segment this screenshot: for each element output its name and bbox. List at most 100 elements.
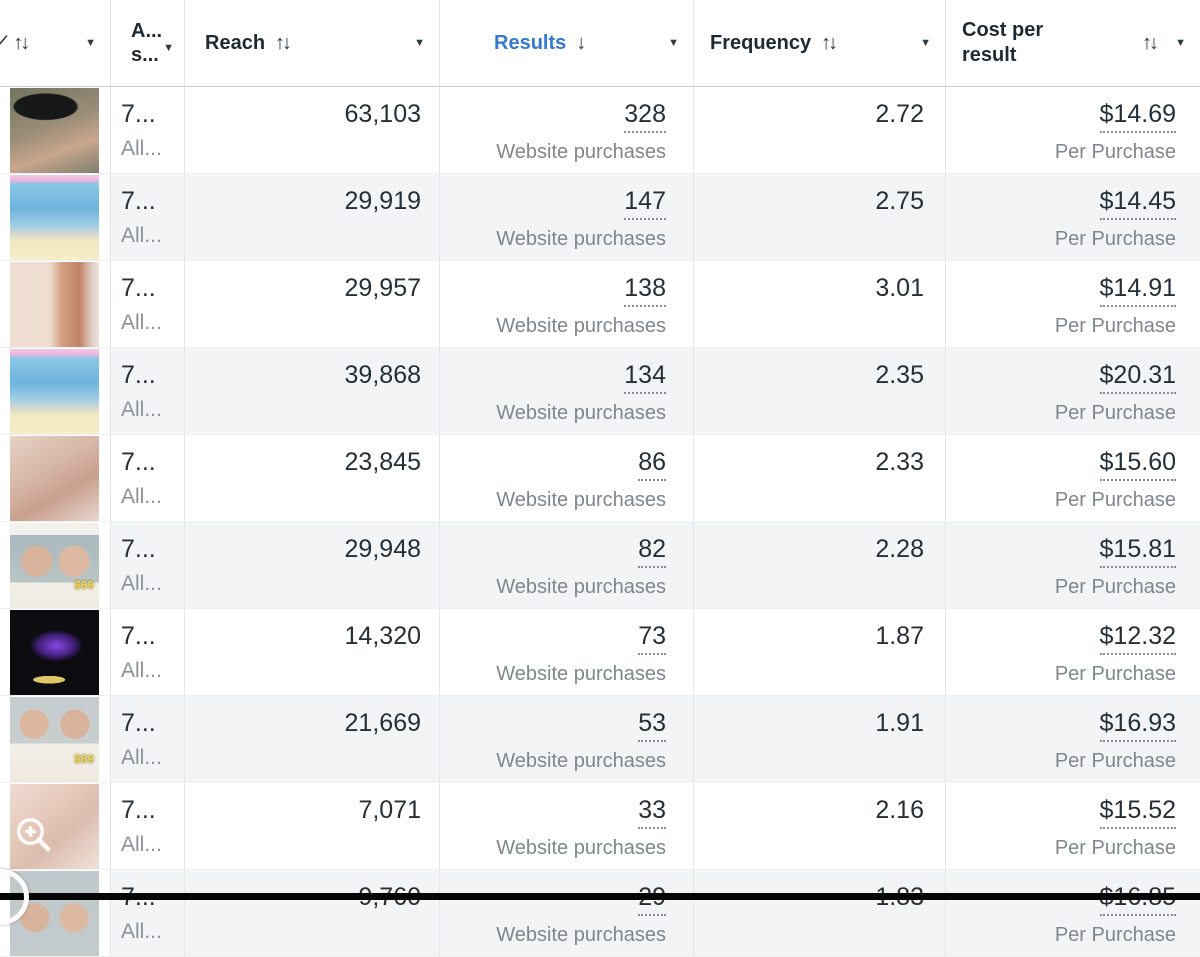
ad-thumbnail[interactable] [10, 610, 99, 695]
ad-thumbnail[interactable] [10, 88, 99, 173]
results-type-label: Website purchases [496, 663, 666, 685]
results-type-label: Website purchases [496, 576, 666, 598]
ad-thumbnail[interactable] [10, 349, 99, 434]
results-value[interactable]: 53 [638, 708, 666, 742]
frequency-cell: 2.35 [694, 348, 946, 434]
table-row[interactable]: $69 7... All... 21,669 53 Website purcha… [0, 696, 1200, 783]
sort-both-icon[interactable]: ↑↓ [13, 31, 30, 54]
table-row[interactable]: 7... All... 29,957 138 Website purchases… [0, 261, 1200, 348]
cost-per-result-value[interactable]: $12.32 [1099, 621, 1176, 655]
frequency-cell: 2.33 [694, 435, 946, 521]
reach-value: 29,919 [344, 187, 421, 215]
thumbnail-price-text: $69 [73, 752, 94, 766]
results-cell: 134 Website purchases [440, 348, 694, 434]
column-header-results[interactable]: Results ↓ ▼ [440, 0, 694, 86]
column-header-name[interactable]: ∕ ↑↓ ▼ [0, 0, 111, 86]
table-row[interactable]: 7... All... 39,868 134 Website purchases… [0, 348, 1200, 435]
table-row[interactable]: 7... All... 9,760 29 Website purchases 1… [0, 870, 1200, 957]
cost-type-label: Per Purchase [1054, 750, 1176, 772]
sort-both-icon[interactable]: ↑↓ [1142, 31, 1159, 54]
column-header-frequency[interactable]: Frequency ↑↓ ▼ [694, 0, 946, 86]
caret-down-icon[interactable]: ▼ [920, 37, 931, 49]
results-value[interactable]: 328 [624, 99, 666, 133]
cost-per-result-label: Cost per result [962, 19, 1044, 66]
cost-per-result-value[interactable]: $20.31 [1099, 360, 1176, 394]
results-value[interactable]: 86 [638, 447, 666, 481]
column-header-reach[interactable]: Reach ↑↓ ▼ [185, 0, 440, 86]
reach-value: 29,957 [344, 274, 421, 302]
thumbnail-cell [0, 87, 111, 173]
ad-name-cell: 7... All... [111, 261, 185, 347]
results-cell: 328 Website purchases [440, 87, 694, 173]
ad-thumbnail[interactable] [10, 262, 99, 347]
table-row[interactable]: 7... All... 14,320 73 Website purchases … [0, 609, 1200, 696]
cost-per-result-value[interactable]: $14.91 [1099, 273, 1176, 307]
results-cell: 147 Website purchases [440, 174, 694, 260]
caret-down-icon[interactable]: ▼ [668, 37, 679, 49]
results-value[interactable]: 82 [638, 534, 666, 568]
reach-cell: 14,320 [185, 609, 440, 695]
reach-cell: 7,071 [185, 783, 440, 869]
sort-both-icon[interactable]: ↑↓ [275, 31, 292, 54]
reach-value: 7,071 [358, 796, 421, 824]
results-value[interactable]: 73 [638, 621, 666, 655]
attribution-setting-truncated: All... [121, 572, 162, 595]
cost-per-result-cell: $14.69 Per Purchase [946, 87, 1200, 173]
results-value[interactable]: 33 [638, 795, 666, 829]
caret-down-icon[interactable]: ▼ [163, 42, 174, 55]
results-value[interactable]: 134 [624, 360, 666, 394]
table-row[interactable]: 7... All... 29,919 147 Website purchases… [0, 174, 1200, 261]
frequency-value: 1.91 [875, 709, 924, 737]
ad-name-cell: 7... All... [111, 522, 185, 608]
table-row[interactable]: 7... All... 7,071 33 Website purchases 2… [0, 783, 1200, 870]
reach-cell: 39,868 [185, 348, 440, 434]
cost-type-label: Per Purchase [1054, 228, 1176, 250]
reach-cell: 9,760 [185, 870, 440, 956]
ad-name-truncated: 7... [121, 274, 156, 302]
ad-thumbnail[interactable] [10, 784, 99, 869]
thumbnail-cell [0, 783, 111, 869]
table-row[interactable]: 7... All... 23,845 86 Website purchases … [0, 435, 1200, 522]
results-value[interactable]: 147 [624, 186, 666, 220]
cost-per-result-value[interactable]: $16.93 [1099, 708, 1176, 742]
zoom-in-icon[interactable] [14, 815, 54, 855]
cost-per-result-value[interactable]: $14.45 [1099, 186, 1176, 220]
cost-per-result-value[interactable]: $14.69 [1099, 99, 1176, 133]
table-row[interactable]: $69 7... All... 29,948 82 Website purcha… [0, 522, 1200, 609]
column-header-cost-per-result[interactable]: Cost per result ↑↓ ▼ [946, 0, 1200, 86]
cost-per-result-value[interactable]: $15.60 [1099, 447, 1176, 481]
cost-per-result-value[interactable]: $15.81 [1099, 534, 1176, 568]
frequency-value: 2.75 [875, 187, 924, 215]
bottom-edge-bar [0, 893, 1200, 900]
caret-down-icon[interactable]: ▼ [414, 37, 425, 49]
ad-thumbnail[interactable]: $69 [10, 523, 99, 608]
cost-per-result-cell: $12.32 Per Purchase [946, 609, 1200, 695]
frequency-cell: 2.75 [694, 174, 946, 260]
ad-thumbnail[interactable]: $69 [10, 697, 99, 782]
sort-both-icon[interactable]: ↑↓ [821, 31, 838, 54]
cost-per-result-cell: $15.52 Per Purchase [946, 783, 1200, 869]
cost-per-result-cell: $14.45 Per Purchase [946, 174, 1200, 260]
table-row[interactable]: 7... All... 63,103 328 Website purchases… [0, 87, 1200, 174]
ad-thumbnail[interactable] [10, 436, 99, 521]
frequency-label: Frequency [710, 31, 812, 54]
ad-name-truncated: 7... [121, 796, 156, 824]
cost-type-label: Per Purchase [1054, 141, 1176, 163]
results-value[interactable]: 138 [624, 273, 666, 307]
results-label: Results [494, 31, 567, 54]
ad-thumbnail[interactable] [10, 175, 99, 260]
results-cell: 82 Website purchases [440, 522, 694, 608]
reach-value: 39,868 [344, 361, 421, 389]
thumbnail-cell [0, 261, 111, 347]
caret-down-icon[interactable]: ▼ [1175, 37, 1186, 49]
ad-name-truncated: 7... [121, 709, 156, 737]
sort-descending-icon[interactable]: ↓ [576, 31, 587, 54]
cost-type-label: Per Purchase [1054, 489, 1176, 511]
reach-value: 21,669 [344, 709, 421, 737]
cost-per-result-value[interactable]: $15.52 [1099, 795, 1176, 829]
cost-type-label: Per Purchase [1054, 924, 1176, 946]
reach-value: 63,103 [344, 100, 421, 128]
caret-down-icon[interactable]: ▼ [85, 37, 96, 49]
column-header-attribution-setting[interactable]: A... s... ▼ [111, 0, 185, 86]
thumbnail-cell: $69 [0, 696, 111, 782]
